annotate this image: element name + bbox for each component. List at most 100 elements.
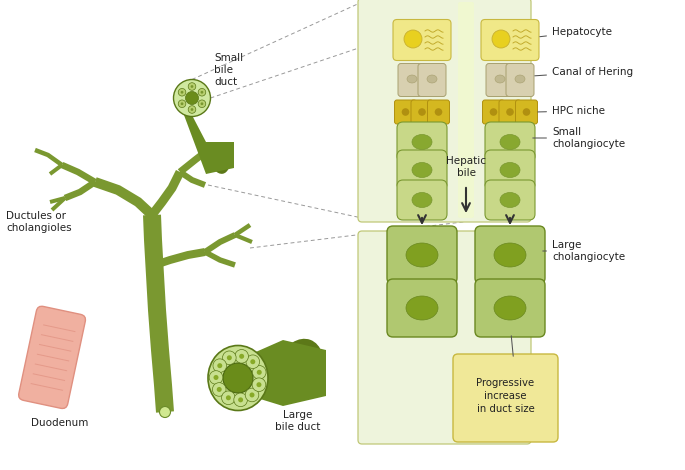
Circle shape xyxy=(178,100,186,108)
Circle shape xyxy=(190,108,193,111)
FancyBboxPatch shape xyxy=(482,100,504,124)
Circle shape xyxy=(198,100,205,108)
FancyBboxPatch shape xyxy=(411,100,433,124)
Polygon shape xyxy=(49,196,66,204)
Circle shape xyxy=(257,370,262,375)
FancyBboxPatch shape xyxy=(481,19,539,61)
Polygon shape xyxy=(34,148,63,167)
Circle shape xyxy=(492,30,510,48)
FancyBboxPatch shape xyxy=(393,19,451,61)
FancyBboxPatch shape xyxy=(499,100,521,124)
Ellipse shape xyxy=(412,163,432,178)
Circle shape xyxy=(235,350,249,363)
Circle shape xyxy=(250,359,256,364)
Text: Canal of Hering: Canal of Hering xyxy=(535,67,633,77)
Polygon shape xyxy=(143,215,174,413)
Circle shape xyxy=(239,354,244,359)
Ellipse shape xyxy=(412,134,432,149)
Circle shape xyxy=(238,397,243,402)
Circle shape xyxy=(234,393,247,407)
FancyBboxPatch shape xyxy=(18,306,86,408)
FancyBboxPatch shape xyxy=(475,226,545,284)
FancyBboxPatch shape xyxy=(418,63,446,96)
Circle shape xyxy=(506,108,514,116)
Circle shape xyxy=(245,388,259,402)
Circle shape xyxy=(214,375,219,380)
Polygon shape xyxy=(49,164,63,176)
Circle shape xyxy=(186,92,199,104)
Polygon shape xyxy=(208,340,326,406)
Circle shape xyxy=(190,85,193,88)
Circle shape xyxy=(221,391,235,405)
FancyBboxPatch shape xyxy=(427,100,449,124)
Text: Duodenum: Duodenum xyxy=(32,418,88,428)
Circle shape xyxy=(201,91,203,94)
FancyBboxPatch shape xyxy=(458,2,474,218)
Circle shape xyxy=(246,355,260,368)
Text: Hepatic
bile: Hepatic bile xyxy=(446,156,486,178)
Ellipse shape xyxy=(406,296,438,320)
Circle shape xyxy=(198,88,205,96)
Circle shape xyxy=(249,392,255,398)
FancyBboxPatch shape xyxy=(485,122,535,162)
Polygon shape xyxy=(203,232,236,254)
Circle shape xyxy=(419,108,426,116)
Circle shape xyxy=(252,378,266,392)
Circle shape xyxy=(227,355,232,360)
Polygon shape xyxy=(178,170,206,188)
Circle shape xyxy=(188,106,196,113)
Ellipse shape xyxy=(494,296,526,320)
Circle shape xyxy=(209,371,223,384)
FancyBboxPatch shape xyxy=(398,63,426,96)
Text: HPC niche: HPC niche xyxy=(538,106,605,116)
Circle shape xyxy=(173,79,210,117)
Ellipse shape xyxy=(406,243,438,267)
FancyBboxPatch shape xyxy=(506,63,534,96)
Circle shape xyxy=(181,102,184,105)
Circle shape xyxy=(226,395,231,400)
Ellipse shape xyxy=(210,142,230,174)
Polygon shape xyxy=(61,162,97,185)
Polygon shape xyxy=(64,179,97,201)
Text: Small
cholangiocyte: Small cholangiocyte xyxy=(533,127,625,149)
Polygon shape xyxy=(153,248,206,269)
Ellipse shape xyxy=(208,345,268,410)
Circle shape xyxy=(490,108,497,116)
FancyBboxPatch shape xyxy=(485,150,535,190)
Ellipse shape xyxy=(500,134,520,149)
Ellipse shape xyxy=(412,193,432,207)
FancyBboxPatch shape xyxy=(358,231,531,444)
Polygon shape xyxy=(234,233,253,244)
Circle shape xyxy=(213,359,227,372)
Circle shape xyxy=(181,91,184,94)
FancyBboxPatch shape xyxy=(516,100,538,124)
Circle shape xyxy=(160,407,171,417)
Text: Small
bile
duct: Small bile duct xyxy=(214,53,243,87)
FancyBboxPatch shape xyxy=(387,279,457,337)
FancyBboxPatch shape xyxy=(395,100,416,124)
Ellipse shape xyxy=(515,75,525,83)
FancyBboxPatch shape xyxy=(397,122,447,162)
Polygon shape xyxy=(234,223,251,237)
Circle shape xyxy=(223,351,236,365)
Circle shape xyxy=(223,363,253,393)
Polygon shape xyxy=(149,170,184,218)
Ellipse shape xyxy=(500,163,520,178)
Ellipse shape xyxy=(427,75,437,83)
Text: Progressive
increase
in duct size: Progressive increase in duct size xyxy=(477,378,534,414)
FancyBboxPatch shape xyxy=(485,180,535,220)
Polygon shape xyxy=(178,147,210,175)
Ellipse shape xyxy=(494,243,526,267)
Polygon shape xyxy=(177,95,234,174)
FancyBboxPatch shape xyxy=(397,180,447,220)
FancyBboxPatch shape xyxy=(387,226,457,284)
FancyBboxPatch shape xyxy=(358,0,531,222)
Circle shape xyxy=(523,108,530,116)
Circle shape xyxy=(201,102,203,105)
Circle shape xyxy=(217,363,222,368)
Polygon shape xyxy=(51,196,66,212)
Circle shape xyxy=(435,108,443,116)
FancyBboxPatch shape xyxy=(453,354,558,442)
Ellipse shape xyxy=(500,193,520,207)
Text: Ductules or
cholangioles: Ductules or cholangioles xyxy=(6,211,72,233)
